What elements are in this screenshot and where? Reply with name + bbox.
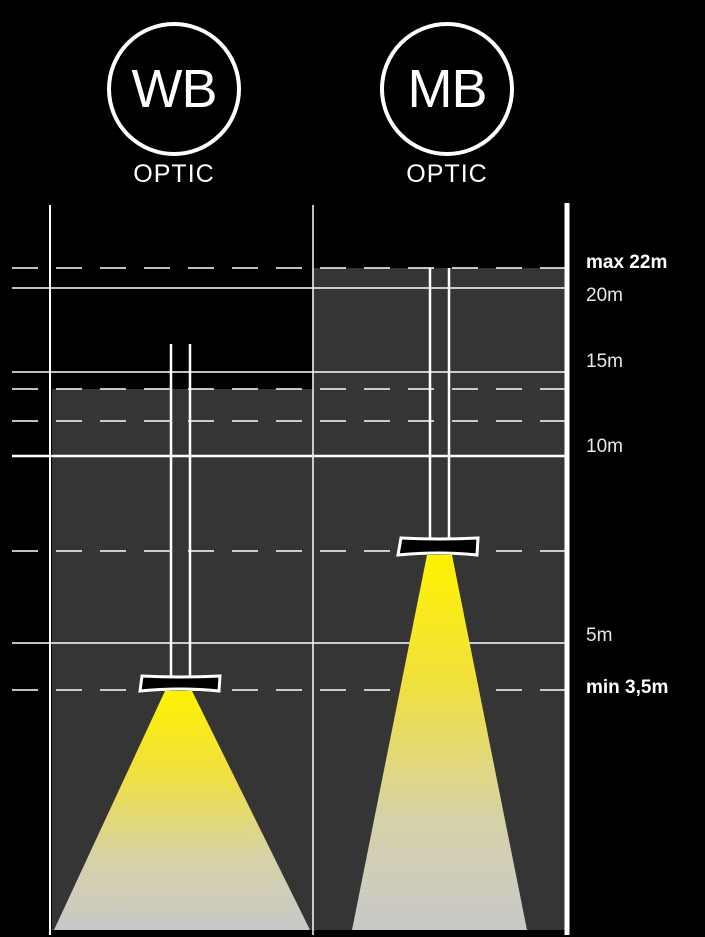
mb-fixture [396,268,480,557]
mb-luminaire-head [396,536,480,557]
label-10m: 10m [586,436,623,457]
label-min-height: min 3,5m [586,677,669,698]
wb-light-beam [54,691,310,930]
wb-luminaire-head [138,674,222,693]
mb-optic-badge: MB [380,22,514,156]
wb-fixture [138,344,222,693]
wb-optic-badge: WB [107,22,241,156]
label-20m: 20m [586,285,623,306]
label-5m: 5m [586,625,613,646]
wb-badge-text: WB [131,59,218,119]
mb-light-beam [352,555,527,930]
label-max-height: max 22m [586,252,668,273]
mb-optic-label: OPTIC [406,160,488,188]
label-15m: 15m [586,351,623,372]
wb-optic-label: OPTIC [133,160,215,188]
mb-badge-text: MB [407,59,488,119]
